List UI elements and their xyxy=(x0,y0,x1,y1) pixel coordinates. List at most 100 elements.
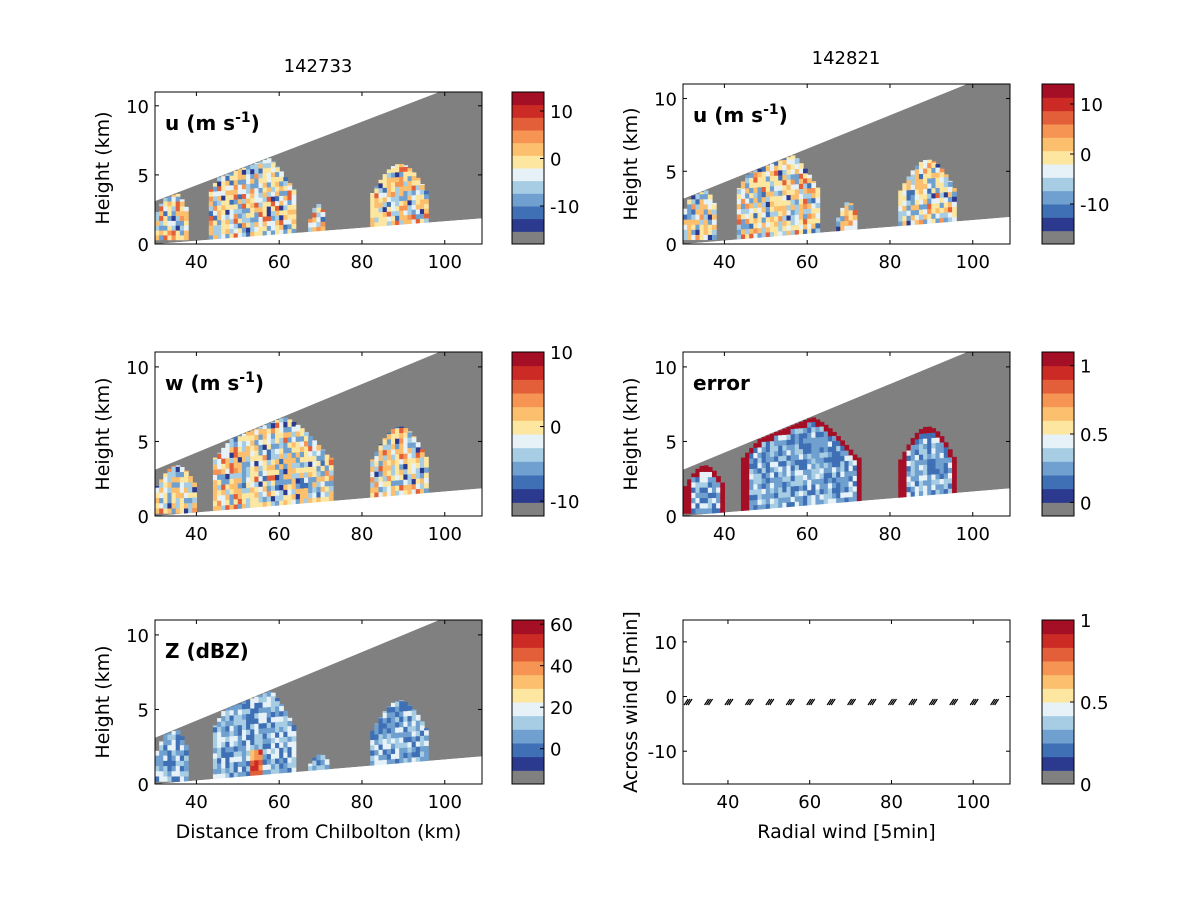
echo-cell xyxy=(782,486,788,493)
echo-cell xyxy=(757,483,763,490)
echo-cell xyxy=(179,487,185,493)
echo-cell xyxy=(212,768,218,775)
echo-cell xyxy=(221,489,226,496)
echo-cell xyxy=(262,162,268,169)
echo-cell xyxy=(811,181,817,183)
echo-cell xyxy=(952,211,957,218)
echo-cell xyxy=(246,217,251,223)
echo-cell xyxy=(250,492,255,498)
echo-cell xyxy=(386,485,392,492)
echo-cell xyxy=(943,207,949,213)
echo-cell xyxy=(275,697,280,702)
echo-cell xyxy=(790,433,796,440)
echo-cell xyxy=(803,168,808,174)
echo-cell xyxy=(171,744,177,751)
echo-cell xyxy=(848,496,854,503)
echo-cell xyxy=(827,461,833,468)
echo-cell xyxy=(803,183,808,189)
echo-region xyxy=(740,417,862,512)
echo-cell xyxy=(287,478,293,485)
echo-cell xyxy=(258,168,264,174)
echo-cell xyxy=(765,211,771,218)
echo-cell xyxy=(939,192,945,198)
echo-cell xyxy=(221,447,226,454)
echo-cell xyxy=(947,216,953,223)
echo-cell xyxy=(225,736,231,742)
echo-cell xyxy=(769,498,775,504)
echo-cell xyxy=(407,185,413,191)
echo-cell xyxy=(745,223,750,230)
echo-cell xyxy=(250,728,255,735)
echo-cell xyxy=(229,772,235,779)
echo-cell xyxy=(403,710,409,717)
echo-cell xyxy=(229,741,235,747)
echo-cell xyxy=(757,478,763,485)
echo-cell xyxy=(320,226,326,232)
echo-cell xyxy=(939,457,945,464)
echo-cell xyxy=(753,192,759,198)
echo-cell xyxy=(279,209,284,216)
echo-cell xyxy=(827,440,833,447)
echo-cell xyxy=(254,738,260,745)
echo-cell xyxy=(395,716,400,723)
colorbar-tick-label: -10 xyxy=(550,492,579,513)
echo-cell xyxy=(786,501,792,508)
echo-cell xyxy=(774,210,779,217)
echo-cell xyxy=(229,488,235,495)
echo-cell xyxy=(769,175,775,182)
echo-cell xyxy=(155,220,160,226)
echo-cell xyxy=(403,479,409,485)
echo-cell xyxy=(304,492,309,499)
echo-cell xyxy=(699,192,705,195)
echo-cell xyxy=(716,492,721,498)
echo-cell xyxy=(159,765,164,772)
echo-cell xyxy=(411,457,417,464)
echo-cell xyxy=(212,457,218,460)
echo-cell xyxy=(246,466,251,473)
echo-cell xyxy=(390,475,396,481)
echo-cell xyxy=(411,709,417,716)
echo-cell xyxy=(695,507,701,514)
echo-cell xyxy=(769,477,775,483)
echo-cell xyxy=(275,195,280,202)
echo-cell xyxy=(811,437,817,443)
echo-cell xyxy=(803,448,808,455)
echo-cell xyxy=(798,219,804,225)
echo-cell xyxy=(241,174,247,180)
echo-cell xyxy=(765,493,771,499)
echo-cell xyxy=(765,435,771,442)
echo-cell xyxy=(221,204,226,211)
echo-cell xyxy=(832,492,837,499)
echo-cell xyxy=(279,190,284,196)
echo-cell xyxy=(753,489,759,495)
echo-cell xyxy=(250,723,255,730)
echo-cell xyxy=(266,172,272,178)
echo-cell xyxy=(914,209,920,216)
echo-cell xyxy=(370,193,375,199)
echo-cell xyxy=(407,746,413,753)
echo-cell xyxy=(250,749,255,756)
echo-cell xyxy=(258,722,264,729)
echo-cell xyxy=(370,492,375,499)
echo-cell xyxy=(229,756,235,763)
echo-cell xyxy=(304,466,309,473)
echo-cell xyxy=(811,212,817,219)
echo-cell xyxy=(403,165,409,167)
echo-cell xyxy=(935,463,941,469)
echo-cell xyxy=(740,490,746,496)
echo-cell xyxy=(952,487,957,494)
echo-cell xyxy=(250,212,255,218)
echo-cell xyxy=(794,469,800,476)
echo-cell xyxy=(179,476,185,483)
echo-cell xyxy=(241,729,247,736)
echo-cell xyxy=(815,478,821,485)
echo-cell xyxy=(287,214,293,220)
echo-cell xyxy=(790,224,796,231)
echo-cell xyxy=(794,485,800,492)
echo-cell xyxy=(415,740,421,747)
echo-cell xyxy=(745,192,750,199)
echo-cell xyxy=(910,449,916,456)
echo-cell xyxy=(769,456,775,463)
echo-cell xyxy=(395,706,400,712)
